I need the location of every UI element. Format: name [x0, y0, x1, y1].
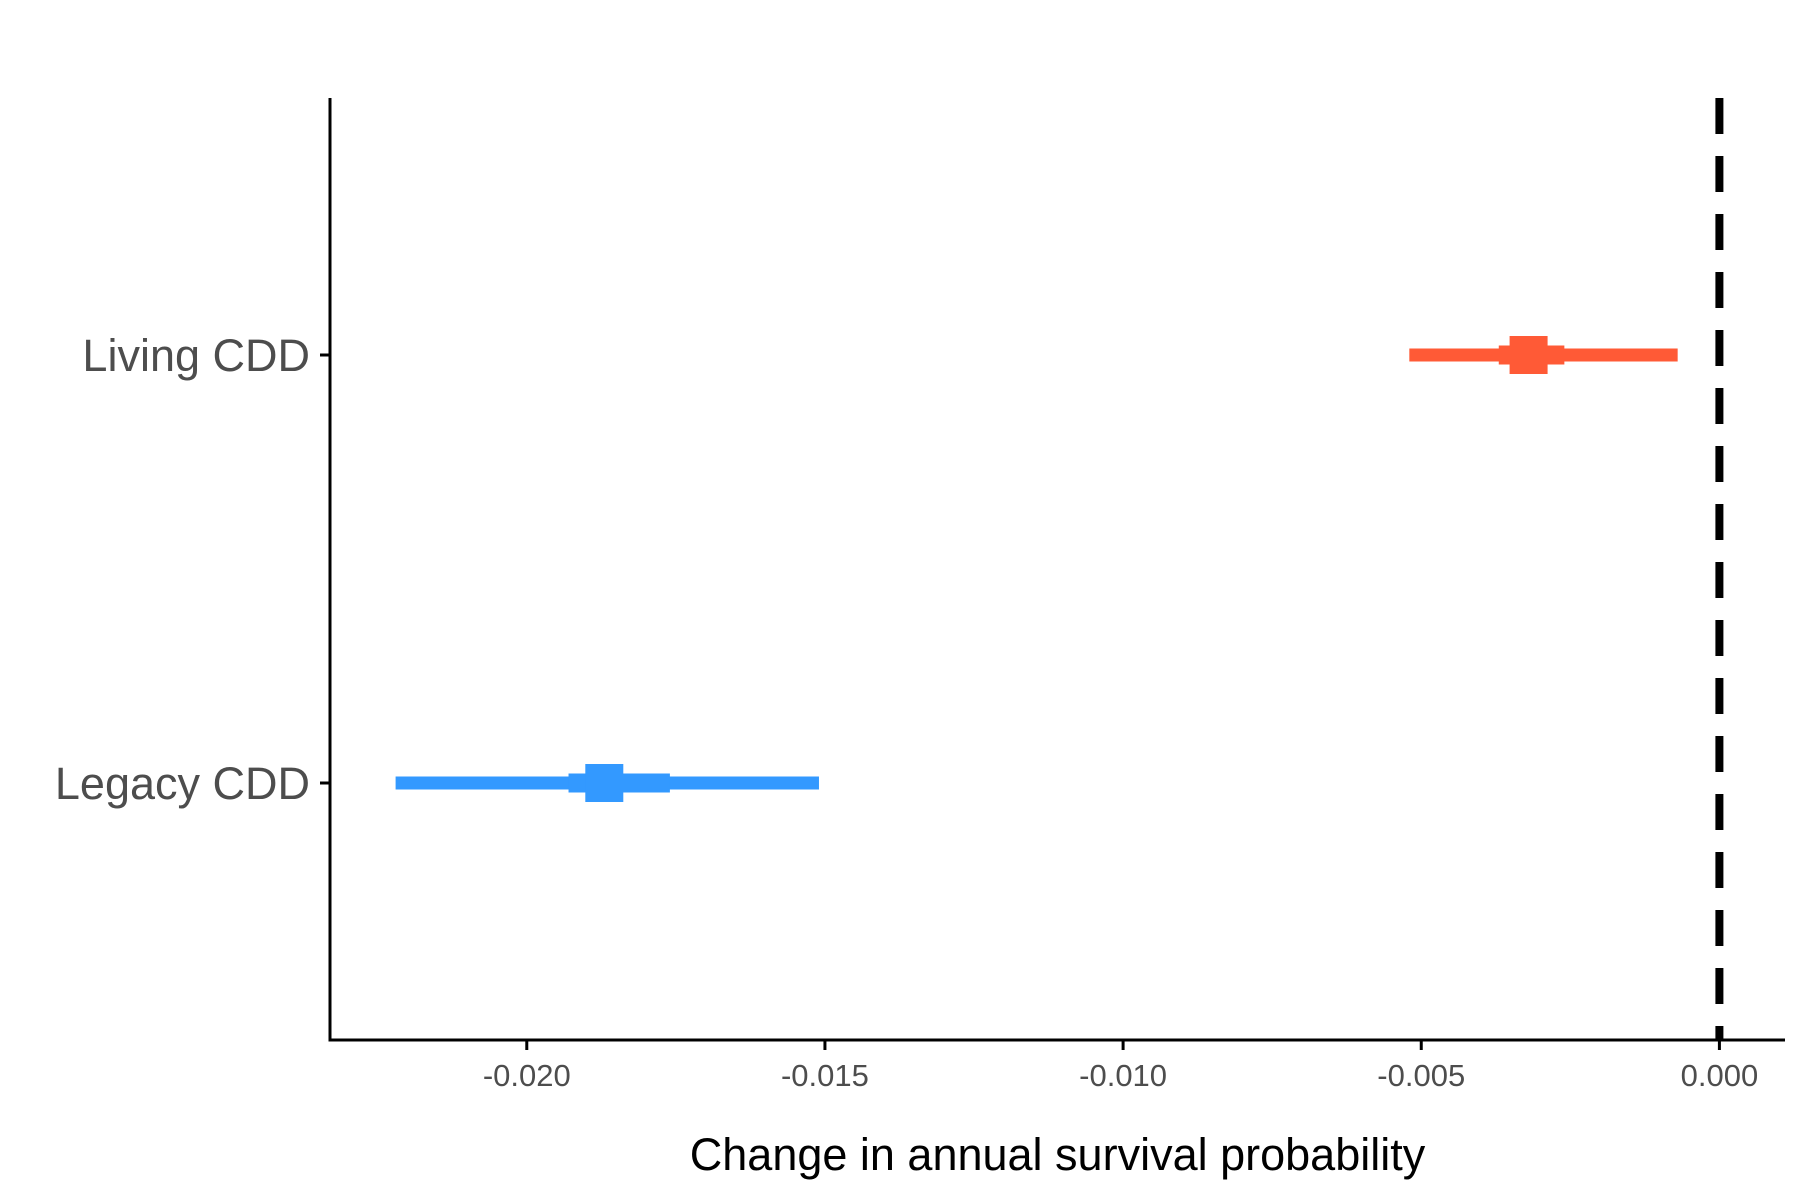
x-axis-ticks: -0.020 -0.015 -0.010 -0.005 0.000 — [483, 1040, 1758, 1093]
x-tick-label: -0.010 — [1079, 1058, 1167, 1093]
interval-living-cdd — [1409, 336, 1678, 374]
x-axis-title: Change in annual survival probability — [690, 1129, 1426, 1180]
interval-legacy-cdd — [395, 764, 819, 802]
point-estimate — [1509, 336, 1548, 374]
y-axis-ticks: Living CDD Legacy CDD — [55, 330, 330, 809]
x-tick-label: -0.020 — [483, 1058, 571, 1093]
y-tick-label: Legacy CDD — [55, 758, 310, 809]
x-tick-label: 0.000 — [1681, 1058, 1759, 1093]
x-tick-label: -0.015 — [781, 1058, 869, 1093]
x-tick-label: -0.005 — [1377, 1058, 1465, 1093]
point-estimate — [585, 764, 624, 802]
y-tick-label: Living CDD — [82, 330, 310, 381]
interval-marks — [395, 336, 1678, 802]
